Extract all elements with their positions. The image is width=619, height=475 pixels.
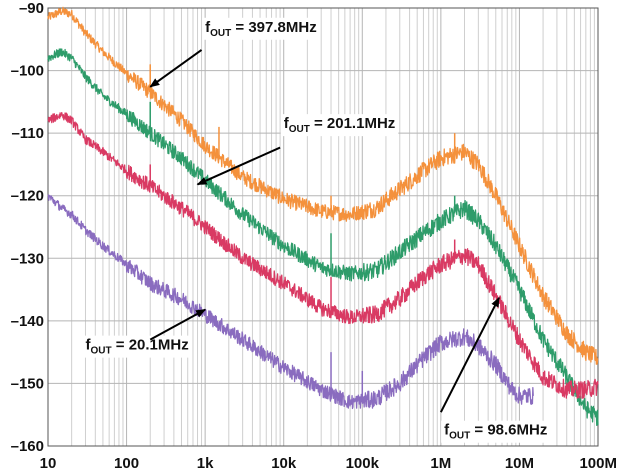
plot-frame: [47, 7, 599, 447]
y-tick-label: –120: [11, 188, 44, 205]
plot-border: [47, 7, 599, 447]
x-tick-label: 100M: [579, 455, 617, 472]
annotation-background: [82, 335, 192, 358]
annotation-0: fOUT = 397.8MHz: [149, 17, 320, 88]
annotation-arrow: [149, 308, 207, 341]
y-tick-label: –130: [11, 250, 44, 267]
x-tick-label: 10: [40, 455, 57, 472]
annotation-label: fOUT = 397.8MHz: [205, 19, 317, 39]
y-tick-label: –110: [11, 125, 44, 142]
annotation-arrow: [149, 49, 203, 88]
series-line-3: [47, 194, 534, 410]
annotation-background: [202, 17, 320, 40]
x-axis-tick-labels: 10 100 1k 10k 100k 1M 10M 100M: [40, 455, 617, 472]
x-tick-label: 10M: [505, 455, 534, 472]
series-line-0: [47, 6, 599, 365]
y-tick-label: –160: [11, 438, 44, 455]
x-tick-label: 10k: [271, 455, 297, 472]
y-tick-label: –100: [11, 63, 44, 80]
annotation-label: fOUT = 201.1MHz: [284, 115, 396, 135]
y-tick-label: –150: [11, 375, 44, 392]
annotation-3: fOUT = 98.6MHz: [439, 296, 551, 443]
annotation-background: [280, 114, 399, 137]
x-tick-label: 1M: [430, 455, 451, 472]
annotation-arrow: [196, 146, 281, 186]
y-tick-label: –90: [19, 0, 44, 17]
x-tick-label: 1k: [197, 455, 214, 472]
annotation-label: fOUT = 20.1MHz: [85, 337, 188, 357]
annotation-background: [441, 420, 551, 443]
annotations: fOUT = 397.8MHz fOUT = 201.1MHz fOUT = 20.…: [82, 17, 551, 443]
series-line-1: [47, 48, 599, 426]
grid: [47, 7, 598, 447]
annotation-arrow: [439, 296, 500, 413]
x-tick-label: 100k: [346, 455, 380, 472]
x-tick-label: 100: [114, 455, 139, 472]
series-line-2: [47, 111, 599, 399]
series-layer: [47, 6, 599, 426]
annotation-2: fOUT = 20.1MHz: [82, 308, 207, 358]
y-tick-label: –140: [11, 313, 44, 330]
annotation-1: fOUT = 201.1MHz: [196, 114, 399, 186]
annotation-label: fOUT = 98.6MHz: [444, 422, 547, 442]
y-axis-tick-labels: –90 –100 –110 –120 –130 –140 –150 –160: [11, 0, 44, 455]
